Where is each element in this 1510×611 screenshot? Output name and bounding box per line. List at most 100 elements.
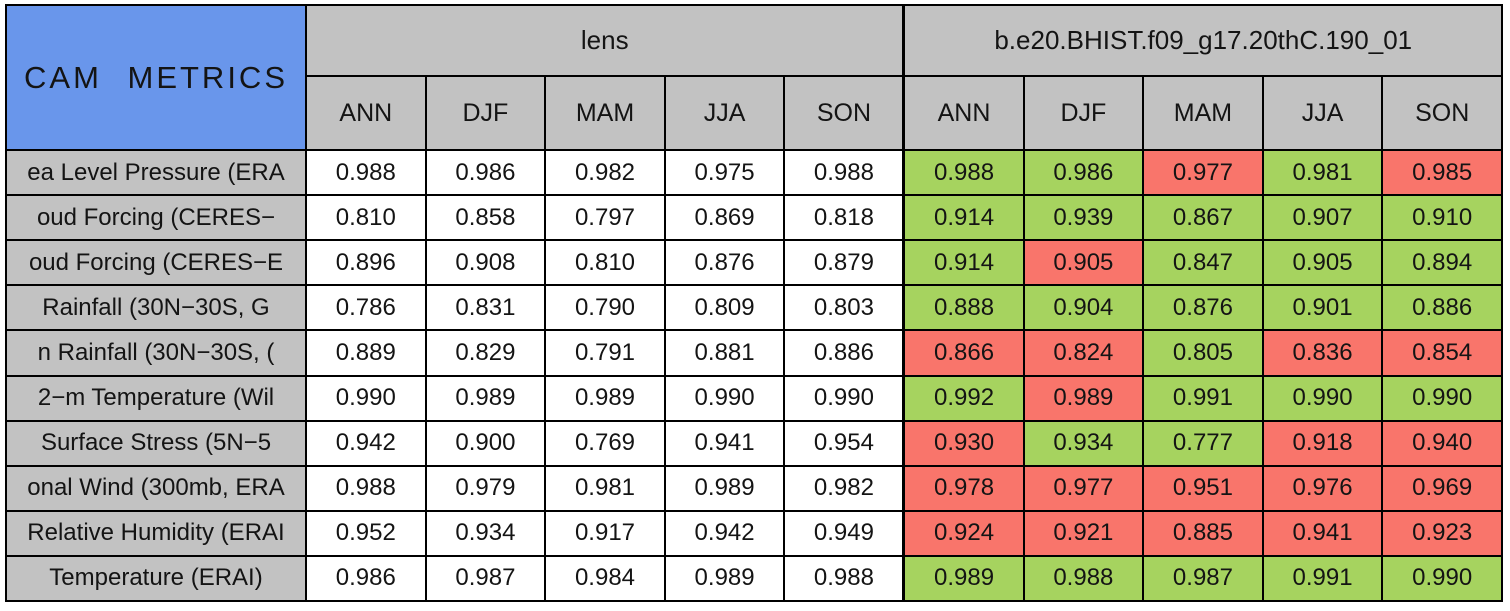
group-header-row: CAM METRICS lens b.e20.BHIST.f09_g17.20t… bbox=[5, 3, 1504, 152]
case-value: 0.978 bbox=[902, 464, 1025, 512]
case-value: 0.991 bbox=[1142, 374, 1264, 422]
case-value: 0.988 bbox=[1022, 554, 1145, 603]
lens-value: 0.942 bbox=[305, 419, 427, 467]
lens-value: 0.908 bbox=[424, 239, 547, 287]
case-value: 0.876 bbox=[1142, 284, 1264, 332]
season-header-lens-jja: JJA bbox=[663, 75, 786, 152]
metric-label: 2−m Temperature (Wil bbox=[5, 374, 307, 422]
lens-value: 0.869 bbox=[663, 194, 786, 242]
case-value: 0.930 bbox=[902, 419, 1025, 467]
lens-value: 0.949 bbox=[783, 509, 905, 557]
season-header-lens-mam: MAM bbox=[544, 75, 666, 152]
lens-value: 0.786 bbox=[305, 284, 427, 332]
case-value: 0.901 bbox=[1261, 284, 1384, 332]
case-value: 0.905 bbox=[1022, 239, 1145, 287]
case-value: 0.941 bbox=[1261, 509, 1384, 557]
table-row: Relative Humidity (ERAI 0.952 0.934 0.91… bbox=[5, 509, 1503, 557]
lens-value: 0.989 bbox=[424, 374, 547, 422]
case-value: 0.969 bbox=[1381, 464, 1503, 512]
lens-value: 0.975 bbox=[663, 149, 786, 197]
case-value: 0.939 bbox=[1022, 194, 1145, 242]
lens-value: 0.942 bbox=[663, 509, 786, 557]
case-value: 0.977 bbox=[1022, 464, 1145, 512]
case-value: 0.934 bbox=[1022, 419, 1145, 467]
metric-label: Temperature (ERAI) bbox=[5, 554, 307, 603]
metric-label: Surface Stress (5N−5 bbox=[5, 419, 307, 467]
case-value: 0.885 bbox=[1142, 509, 1264, 557]
case-value: 0.992 bbox=[902, 374, 1025, 422]
lens-value: 0.900 bbox=[424, 419, 547, 467]
case-value: 0.905 bbox=[1261, 239, 1384, 287]
season-header-case-ann: ANN bbox=[902, 75, 1025, 152]
lens-value: 0.818 bbox=[783, 194, 905, 242]
metric-label: Rainfall (30N−30S, G bbox=[5, 284, 307, 332]
lens-value: 0.881 bbox=[663, 329, 786, 377]
metric-label: oud Forcing (CERES− bbox=[5, 194, 307, 242]
table-row: onal Wind (300mb, ERA 0.988 0.979 0.981 … bbox=[5, 464, 1503, 512]
case-value: 0.991 bbox=[1261, 554, 1384, 603]
lens-value: 0.979 bbox=[424, 464, 547, 512]
lens-value: 0.790 bbox=[544, 284, 666, 332]
lens-value: 0.989 bbox=[663, 554, 786, 603]
season-header-lens-djf: DJF bbox=[424, 75, 547, 152]
lens-value: 0.879 bbox=[783, 239, 905, 287]
metric-label: ea Level Pressure (ERA bbox=[5, 149, 307, 197]
case-value: 0.988 bbox=[902, 149, 1025, 197]
lens-value: 0.982 bbox=[783, 464, 905, 512]
lens-value: 0.988 bbox=[783, 554, 905, 603]
group-header-lens: lens bbox=[305, 3, 905, 78]
season-header-case-son: SON bbox=[1381, 75, 1503, 152]
season-header-case-jja: JJA bbox=[1261, 75, 1384, 152]
lens-value: 0.988 bbox=[305, 149, 427, 197]
case-value: 0.990 bbox=[1261, 374, 1384, 422]
case-value: 0.989 bbox=[1022, 374, 1145, 422]
lens-value: 0.982 bbox=[544, 149, 666, 197]
case-value: 0.888 bbox=[902, 284, 1025, 332]
cam-metrics-table: CAM METRICS lens b.e20.BHIST.f09_g17.20t… bbox=[5, 3, 1504, 603]
lens-value: 0.886 bbox=[783, 329, 905, 377]
case-value: 0.923 bbox=[1381, 509, 1503, 557]
case-value: 0.894 bbox=[1381, 239, 1503, 287]
case-value: 0.976 bbox=[1261, 464, 1384, 512]
lens-value: 0.858 bbox=[424, 194, 547, 242]
case-value: 0.824 bbox=[1022, 329, 1145, 377]
season-header-row: ANN DJF MAM JJA SON ANN DJF MAM JJA SON bbox=[6, 75, 1503, 152]
lens-value: 0.988 bbox=[783, 149, 905, 197]
lens-value: 0.990 bbox=[305, 374, 427, 422]
table-row: Temperature (ERAI) 0.986 0.987 0.984 0.9… bbox=[5, 554, 1503, 603]
lens-value: 0.889 bbox=[305, 329, 427, 377]
lens-value: 0.986 bbox=[424, 149, 547, 197]
metric-label: n Rainfall (30N−30S, ( bbox=[5, 329, 307, 377]
case-value: 0.910 bbox=[1381, 194, 1503, 242]
case-value: 0.866 bbox=[902, 329, 1025, 377]
lens-value: 0.829 bbox=[424, 329, 547, 377]
case-value: 0.921 bbox=[1022, 509, 1145, 557]
case-value: 0.951 bbox=[1142, 464, 1264, 512]
lens-value: 0.989 bbox=[544, 374, 666, 422]
lens-value: 0.954 bbox=[783, 419, 905, 467]
case-value: 0.985 bbox=[1381, 149, 1503, 197]
season-header-lens-son: SON bbox=[783, 75, 905, 152]
case-value: 0.886 bbox=[1381, 284, 1503, 332]
case-value: 0.989 bbox=[902, 554, 1025, 603]
metric-label: oud Forcing (CERES−E bbox=[5, 239, 307, 287]
case-value: 0.918 bbox=[1261, 419, 1384, 467]
season-header-case-djf: DJF bbox=[1022, 75, 1145, 152]
case-value: 0.904 bbox=[1022, 284, 1145, 332]
lens-value: 0.791 bbox=[544, 329, 666, 377]
case-value: 0.986 bbox=[1022, 149, 1145, 197]
metric-label: onal Wind (300mb, ERA bbox=[5, 464, 307, 512]
lens-value: 0.990 bbox=[783, 374, 905, 422]
lens-value: 0.831 bbox=[424, 284, 547, 332]
case-value: 0.981 bbox=[1261, 149, 1384, 197]
case-value: 0.777 bbox=[1142, 419, 1264, 467]
metrics-table-wrap: CAM METRICS lens b.e20.BHIST.f09_g17.20t… bbox=[5, 3, 1504, 603]
lens-value: 0.876 bbox=[663, 239, 786, 287]
table-row: ea Level Pressure (ERA 0.988 0.986 0.982… bbox=[5, 149, 1503, 197]
case-value: 0.914 bbox=[902, 239, 1025, 287]
lens-value: 0.984 bbox=[544, 554, 666, 603]
lens-value: 0.988 bbox=[305, 464, 427, 512]
case-value: 0.854 bbox=[1381, 329, 1503, 377]
lens-value: 0.896 bbox=[305, 239, 427, 287]
case-value: 0.805 bbox=[1142, 329, 1264, 377]
